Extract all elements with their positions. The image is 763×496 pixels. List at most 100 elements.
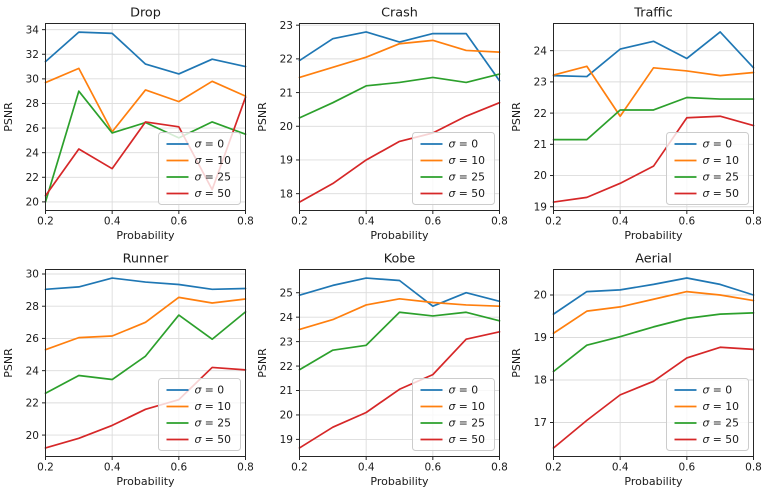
y-axis: 19 20 21 22 23 24 <box>534 45 554 213</box>
chart-canvas-runner: 0.2 0.4 0.6 0.8 20 22 24 26 28 30 Runner Probabilit… <box>2 252 254 489</box>
y-tick-label: 18 <box>534 375 547 387</box>
series-line-sigma-10 <box>298 39 501 79</box>
y-tick-label: 26 <box>26 123 40 135</box>
legend-label: σ = 0 <box>449 138 479 151</box>
x-axis: 0.2 0.4 0.6 0.8 <box>291 210 508 228</box>
series-line-sigma-50 <box>44 366 247 449</box>
series-line-sigma-25 <box>552 96 755 141</box>
y-tick-label: 19 <box>534 332 547 344</box>
subplot-runner: 0.2 0.4 0.6 0.8 20 22 24 26 28 30 Runner Probabilit… <box>0 246 254 492</box>
x-tick-label: 0.8 <box>745 216 762 228</box>
x-axis: 0.2 0.4 0.6 0.8 <box>545 456 762 474</box>
legend-label: σ = 25 <box>449 171 486 184</box>
legend: σ = 0 σ = 10 σ = 25 σ = 50 <box>666 378 749 451</box>
legend: σ = 0 σ = 10 σ = 25 σ = 50 <box>158 132 241 205</box>
axes-frame <box>299 23 500 211</box>
x-tick-label: 0.2 <box>545 462 562 474</box>
y-tick-label: 24 <box>280 312 294 324</box>
y-tick-label: 18 <box>280 188 293 200</box>
legend-label: σ = 50 <box>703 187 740 200</box>
y-tick-label: 20 <box>534 170 547 182</box>
chart-title: Drop <box>130 6 161 21</box>
series-line-sigma-25 <box>44 311 247 395</box>
y-tick-label: 19 <box>280 434 293 446</box>
series-line-sigma-10 <box>44 296 247 351</box>
x-axis: 0.2 0.4 0.6 0.8 <box>37 210 254 228</box>
y-tick-label: 24 <box>26 147 40 159</box>
x-tick-label: 0.4 <box>358 462 375 474</box>
y-tick-label: 34 <box>26 24 40 36</box>
chart-canvas-aerial: 0.2 0.4 0.6 0.8 17 18 19 20 Aerial Probability PSN… <box>510 252 762 489</box>
x-tick-label: 0.2 <box>291 462 308 474</box>
y-tick-label: 23 <box>280 336 293 348</box>
series-line-sigma-10 <box>44 67 247 133</box>
legend-label: σ = 25 <box>703 171 740 184</box>
subplot-drop: 0.2 0.4 0.6 0.8 20 22 24 26 28 30 32 34 Drop Probabil… <box>0 0 254 246</box>
axes-frame <box>553 23 754 211</box>
series-line-sigma-0 <box>44 31 247 75</box>
legend-label: σ = 10 <box>195 400 232 413</box>
y-tick-label: 32 <box>26 49 39 61</box>
y-axis-label: PSNR <box>510 102 523 132</box>
legend-label: σ = 0 <box>703 138 733 151</box>
x-tick-label: 0.8 <box>237 216 254 228</box>
y-tick-label: 20 <box>26 430 39 442</box>
legend: σ = 0 σ = 10 σ = 25 σ = 50 <box>158 378 241 451</box>
subplot-crash: 0.2 0.4 0.6 0.8 18 19 20 21 22 23 Crash Probability… <box>254 0 508 246</box>
y-tick-label: 20 <box>280 410 293 422</box>
y-tick-label: 19 <box>534 201 547 213</box>
legend-label: σ = 25 <box>195 171 232 184</box>
y-tick-label: 30 <box>26 74 39 86</box>
y-tick-label: 21 <box>280 385 293 397</box>
series-line-sigma-50 <box>552 346 755 449</box>
series-line-sigma-50 <box>552 115 755 203</box>
y-tick-label: 20 <box>534 290 547 302</box>
series-line-sigma-10 <box>552 65 755 118</box>
x-tick-label: 0.8 <box>491 216 508 228</box>
legend-label: σ = 50 <box>703 433 740 446</box>
series-line-sigma-25 <box>298 73 501 119</box>
x-axis: 0.2 0.4 0.6 0.8 <box>545 210 762 228</box>
y-axis-label: PSNR <box>510 348 523 378</box>
legend-label: σ = 0 <box>449 384 479 397</box>
legend-label: σ = 0 <box>703 384 733 397</box>
series-line-sigma-50 <box>298 330 501 449</box>
y-axis: 20 22 24 26 28 30 <box>26 269 46 442</box>
x-tick-label: 0.2 <box>545 216 562 228</box>
series-line-sigma-0 <box>552 277 755 315</box>
subplot-aerial: 0.2 0.4 0.6 0.8 17 18 19 20 Aerial Probability PSN… <box>508 246 763 492</box>
x-tick-label: 0.8 <box>491 462 508 474</box>
x-axis-label: Probability <box>624 475 683 488</box>
x-tick-label: 0.6 <box>678 216 695 228</box>
legend-label: σ = 50 <box>195 187 232 200</box>
chart-canvas-traffic: 0.2 0.4 0.6 0.8 19 20 21 22 23 24 Traffic Probabili… <box>510 6 762 243</box>
y-axis: 18 19 20 21 22 23 <box>280 20 300 200</box>
legend: σ = 0 σ = 10 σ = 25 σ = 50 <box>412 132 495 205</box>
x-tick-label: 0.2 <box>291 216 308 228</box>
y-tick-label: 26 <box>26 333 40 345</box>
y-tick-label: 22 <box>26 172 39 184</box>
y-axis: 17 18 19 20 <box>534 290 554 429</box>
x-tick-label: 0.6 <box>424 462 441 474</box>
chart-title: Runner <box>123 252 170 267</box>
x-tick-label: 0.4 <box>104 462 121 474</box>
y-tick-label: 22 <box>534 108 547 120</box>
x-tick-label: 0.6 <box>170 462 187 474</box>
x-tick-label: 0.8 <box>745 462 762 474</box>
x-tick-label: 0.2 <box>37 216 54 228</box>
legend: σ = 0 σ = 10 σ = 25 σ = 50 <box>666 132 749 205</box>
y-tick-label: 17 <box>534 417 547 429</box>
series-line-sigma-0 <box>44 277 247 291</box>
series-line-sigma-50 <box>298 101 501 203</box>
y-tick-label: 24 <box>534 45 548 57</box>
y-tick-label: 22 <box>26 398 39 410</box>
y-axis-label: PSNR <box>256 102 269 132</box>
x-tick-label: 0.4 <box>358 216 375 228</box>
legend-label: σ = 25 <box>449 417 486 430</box>
legend-label: σ = 50 <box>449 187 486 200</box>
y-tick-label: 23 <box>534 77 547 89</box>
legend-label: σ = 25 <box>195 417 232 430</box>
series-line-sigma-0 <box>552 31 755 78</box>
y-tick-label: 19 <box>280 155 293 167</box>
